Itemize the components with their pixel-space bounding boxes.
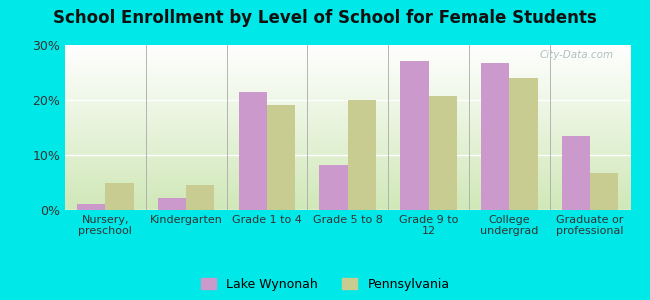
Text: City-Data.com: City-Data.com [540,50,614,60]
Bar [239,92,267,210]
Bar [320,165,348,210]
Text: School Enrollment by Level of School for Female Students: School Enrollment by Level of School for… [53,9,597,27]
Bar [510,78,538,210]
Legend: Lake Wynonah, Pennsylvania: Lake Wynonah, Pennsylvania [201,278,449,291]
Bar [105,182,134,210]
Bar [158,199,186,210]
Bar [400,61,428,210]
Bar [481,63,510,210]
Bar [77,204,105,210]
Bar [562,136,590,210]
Bar [590,172,618,210]
Bar [186,185,214,210]
Bar [428,96,457,210]
Bar [267,106,295,210]
Bar [348,100,376,210]
